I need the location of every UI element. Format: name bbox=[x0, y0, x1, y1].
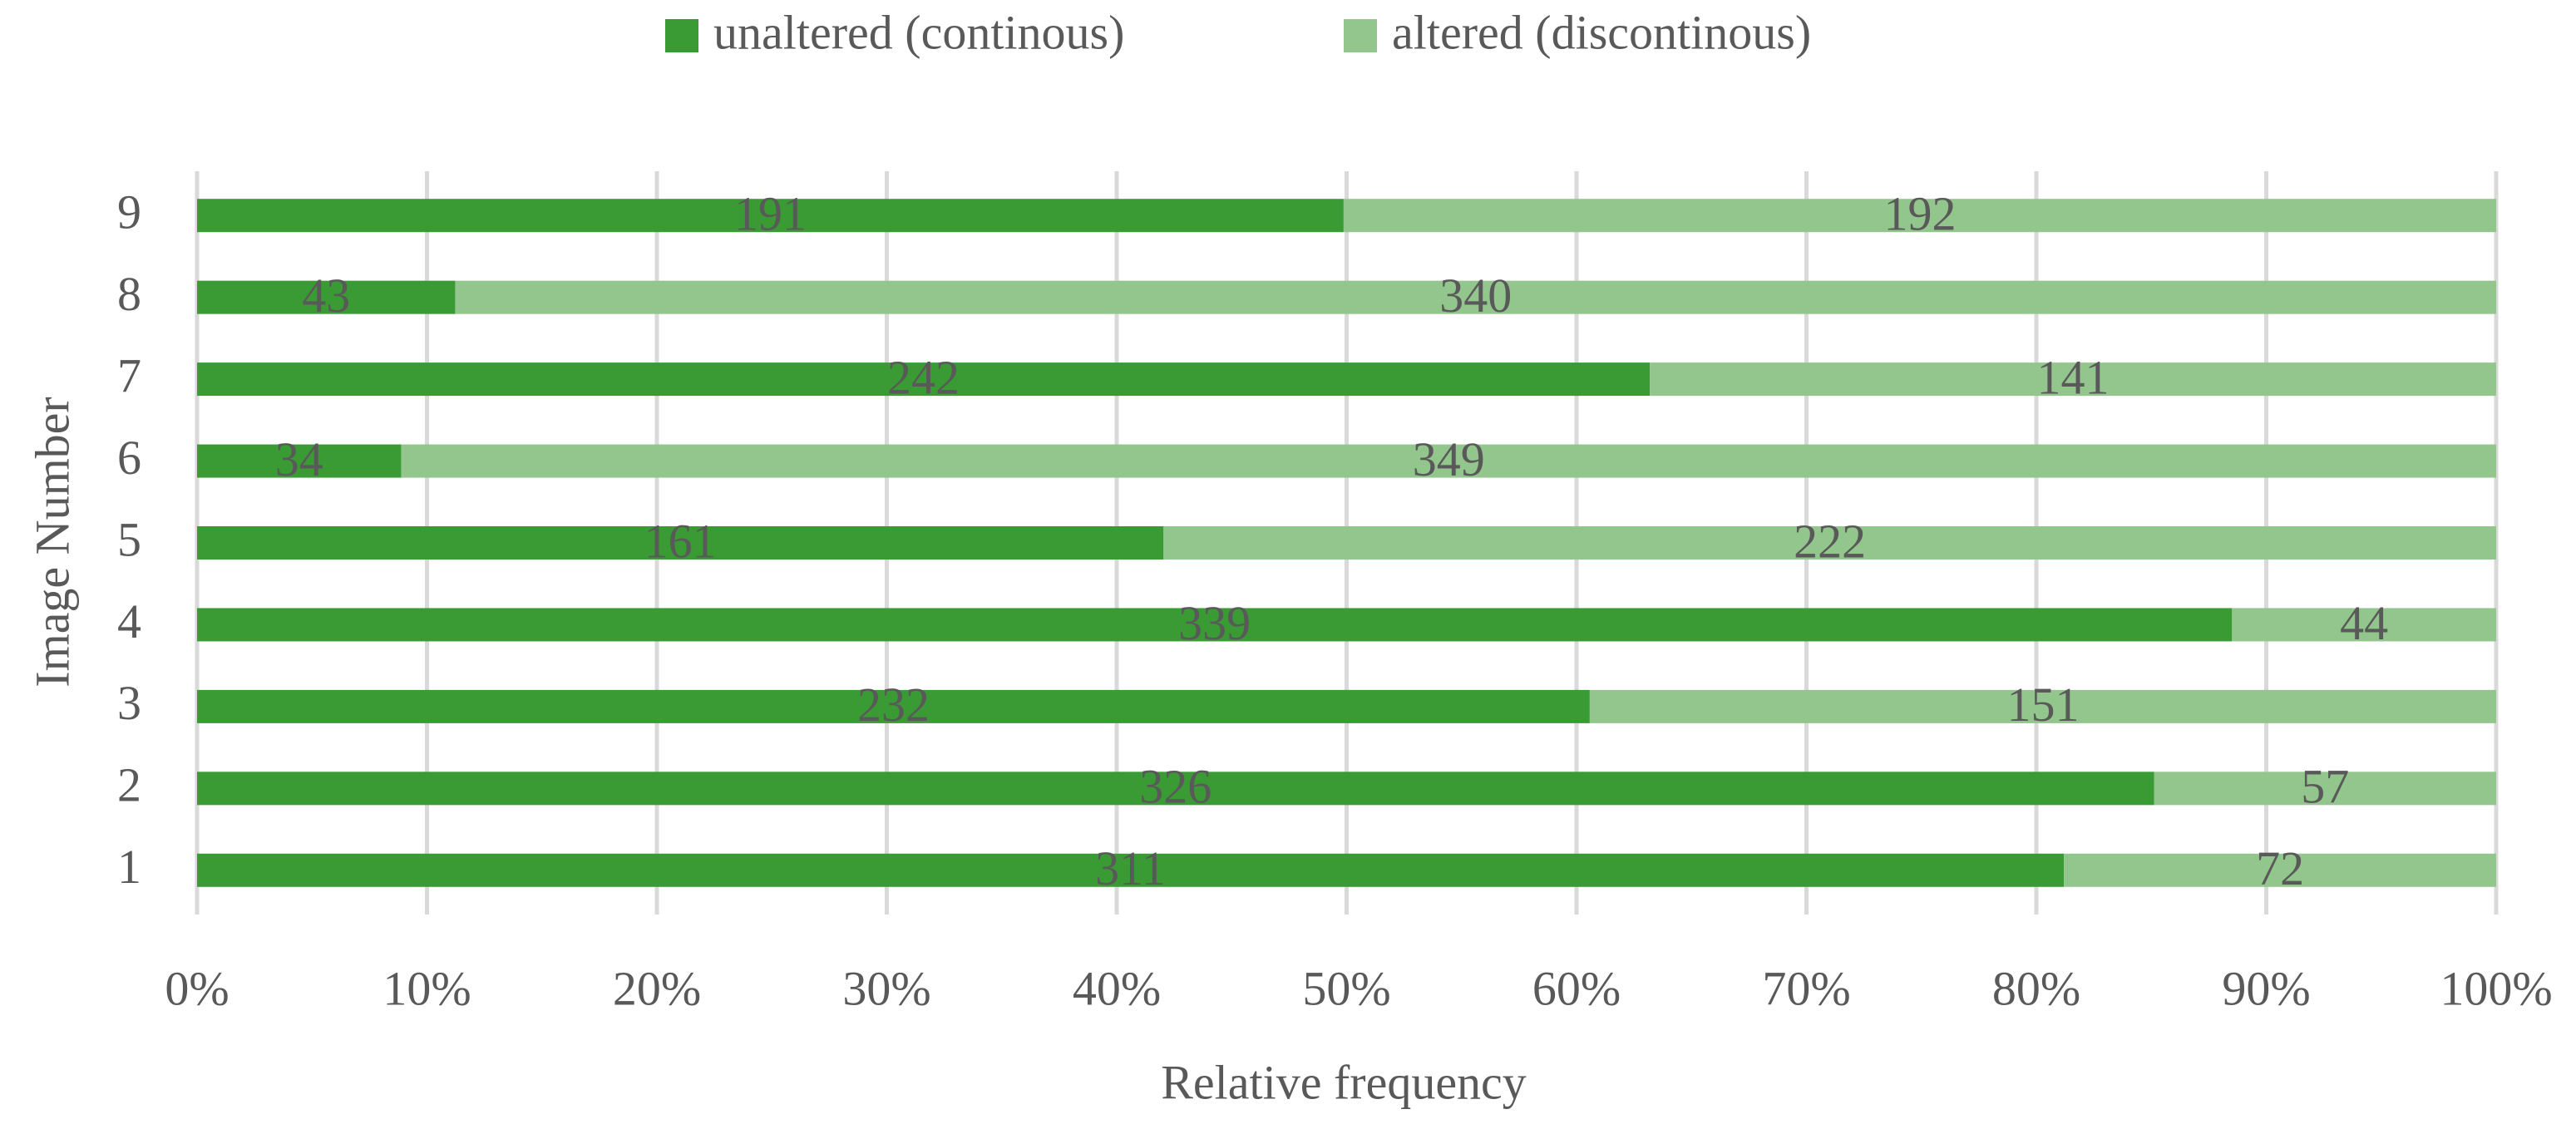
y-axis-title: Image Number bbox=[25, 397, 79, 687]
x-tick-label: 30% bbox=[842, 961, 930, 1015]
data-label: 161 bbox=[644, 514, 717, 568]
bar-segment bbox=[197, 772, 2154, 806]
bar-segment bbox=[455, 280, 2497, 314]
x-tick-label: 70% bbox=[1762, 961, 1850, 1015]
legend-swatch bbox=[1344, 19, 1377, 52]
data-label: 339 bbox=[1178, 596, 1251, 650]
data-label: 340 bbox=[1439, 269, 1512, 323]
bar-segment bbox=[197, 608, 2233, 642]
y-tick-label: 8 bbox=[117, 267, 141, 321]
y-tick-label: 3 bbox=[117, 676, 141, 730]
bar-segment bbox=[1650, 362, 2496, 397]
bar-segment bbox=[197, 444, 402, 478]
data-label: 311 bbox=[1095, 841, 1166, 895]
data-label: 34 bbox=[275, 432, 323, 486]
data-label: 242 bbox=[887, 350, 960, 404]
x-tick-label: 10% bbox=[382, 961, 471, 1015]
y-tick-label: 6 bbox=[117, 431, 141, 485]
bar-segment bbox=[2232, 608, 2496, 642]
x-tick-label: 40% bbox=[1073, 961, 1161, 1015]
y-tick-label: 1 bbox=[117, 840, 141, 894]
legend-swatch bbox=[665, 19, 698, 52]
x-tick-label: 20% bbox=[613, 961, 701, 1015]
data-label: 43 bbox=[302, 269, 350, 323]
legend-label: altered (discontinous) bbox=[1392, 5, 1811, 59]
x-tick-label: 60% bbox=[1532, 961, 1621, 1015]
data-label: 72 bbox=[2256, 841, 2304, 895]
data-label: 57 bbox=[2301, 760, 2349, 814]
x-axis-title: Relative frequency bbox=[1161, 1055, 1527, 1109]
data-label: 192 bbox=[1883, 187, 1956, 241]
bar-segment bbox=[197, 853, 2065, 887]
bar-segment bbox=[1343, 199, 2496, 233]
bar-segment bbox=[197, 362, 1651, 397]
y-tick-label: 2 bbox=[117, 758, 141, 812]
data-label: 326 bbox=[1139, 760, 1212, 814]
data-label: 44 bbox=[2340, 596, 2388, 650]
legend-label: unaltered (continous) bbox=[713, 5, 1124, 59]
y-tick-label: 7 bbox=[117, 348, 141, 402]
y-tick-label: 9 bbox=[117, 185, 141, 239]
data-label: 222 bbox=[1794, 514, 1866, 568]
bar-segment bbox=[1163, 526, 2496, 560]
bar-segment bbox=[197, 199, 1344, 233]
x-tick-label: 80% bbox=[1992, 961, 2080, 1015]
data-label: 191 bbox=[734, 187, 807, 241]
data-label: 141 bbox=[2037, 350, 2110, 404]
x-tick-label: 0% bbox=[165, 961, 229, 1015]
bar-segment bbox=[197, 689, 1590, 723]
bar-segment bbox=[1589, 689, 2496, 723]
bar-segment bbox=[2154, 772, 2496, 806]
bar-segment bbox=[197, 280, 456, 314]
x-tick-label: 50% bbox=[1302, 961, 1390, 1015]
y-tick-label: 4 bbox=[117, 594, 141, 648]
bar-segment bbox=[197, 526, 1164, 560]
bar-segment bbox=[401, 444, 2496, 478]
x-tick-label: 100% bbox=[2440, 961, 2552, 1015]
data-label: 232 bbox=[857, 678, 930, 732]
x-tick-label: 90% bbox=[2222, 961, 2310, 1015]
y-tick-label: 5 bbox=[117, 512, 141, 566]
data-label: 151 bbox=[2006, 678, 2079, 732]
bar-segment bbox=[2064, 853, 2496, 887]
data-label: 349 bbox=[1413, 432, 1485, 486]
